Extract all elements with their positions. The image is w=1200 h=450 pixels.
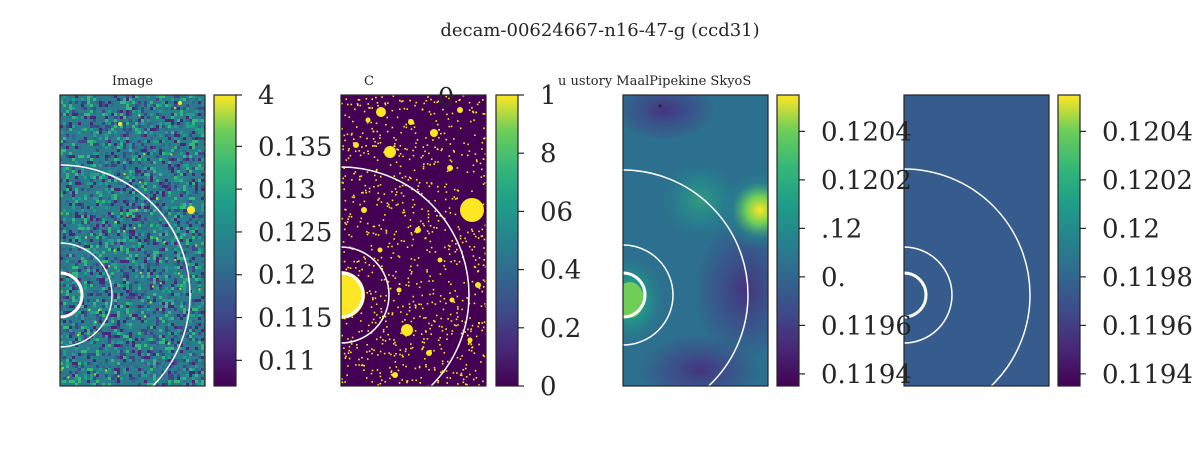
panel-4-colorbar	[1057, 94, 1081, 387]
panel-4-frame	[903, 94, 1050, 387]
colorbar-2-tick-label-5: 0	[540, 372, 557, 402]
colorbar-4-tick-label-5: 0.1194	[1102, 360, 1193, 390]
panel-3-title: u ustory MaalPipekine SkyoS	[558, 74, 752, 89]
panel-1-title: Image	[111, 74, 154, 89]
panel-2-frame	[340, 94, 487, 387]
colorbar-4-tick-label-0: 0.1204	[1102, 117, 1193, 147]
colorbar-2-tick-label-3: 0.4	[540, 256, 581, 286]
colorbar-4-tick-label-2: 0.12	[1102, 214, 1160, 244]
colorbar-1-tick-label-4: 0.12	[258, 261, 316, 291]
panel-1-frame	[59, 94, 206, 387]
colorbar-1-tick-label-5: 0.115	[258, 304, 332, 334]
panel-4-image	[904, 95, 1049, 386]
colorbar-2-tick-label-2: 06	[540, 197, 573, 227]
panel-2-image	[341, 95, 486, 386]
colorbar-4-tick-label-1: 0.1202	[1102, 166, 1193, 196]
colorbar-2-tick-label-4: 0.2	[540, 314, 581, 344]
colorbar-1-tick-label-6: 0.11	[258, 346, 316, 376]
colorbar-3-tick-label-0: 0.1204	[821, 117, 912, 147]
panel-2-extra-label: 0	[438, 83, 455, 113]
colorbar-4-tick-label-3: 0.1198	[1102, 263, 1193, 293]
colorbar-1-tick-label-2: 0.13	[258, 175, 316, 205]
panel-3-frame	[622, 94, 769, 387]
colorbar-2-tick-label-0: 1	[540, 81, 557, 111]
panel-2-colorbar	[495, 94, 519, 387]
colorbar-4-tick-label-4: 0.1196	[1102, 311, 1193, 341]
figure-title: decam-00624667-n16-47-g (ccd31)	[440, 20, 760, 41]
colorbar-3-tick-label-2: .12	[821, 214, 862, 244]
panel-3-dot	[658, 104, 662, 108]
panel-3-image	[623, 95, 768, 386]
colorbar-3-tick-label-4: 0.1196	[821, 311, 912, 341]
panel-1-image	[60, 95, 205, 386]
colorbar-1-tick-label-0: 4	[258, 81, 275, 111]
colorbar-3-tick-label-5: 0.1194	[821, 360, 912, 390]
colorbar-3-tick-label-3: 0.	[821, 263, 846, 293]
panel-2-title: C	[364, 74, 374, 89]
colorbar-3-tick-label-1: 0.1202	[821, 166, 912, 196]
colorbar-1-tick-label-1: 0.135	[258, 132, 332, 162]
panel-1-rings	[60, 164, 191, 386]
colorbar-1-tick-label-3: 0.125	[258, 218, 332, 248]
panel-3-colorbar	[776, 94, 800, 387]
colorbar-2-tick-label-1: 8	[540, 139, 557, 169]
panel-1-colorbar	[213, 94, 237, 387]
